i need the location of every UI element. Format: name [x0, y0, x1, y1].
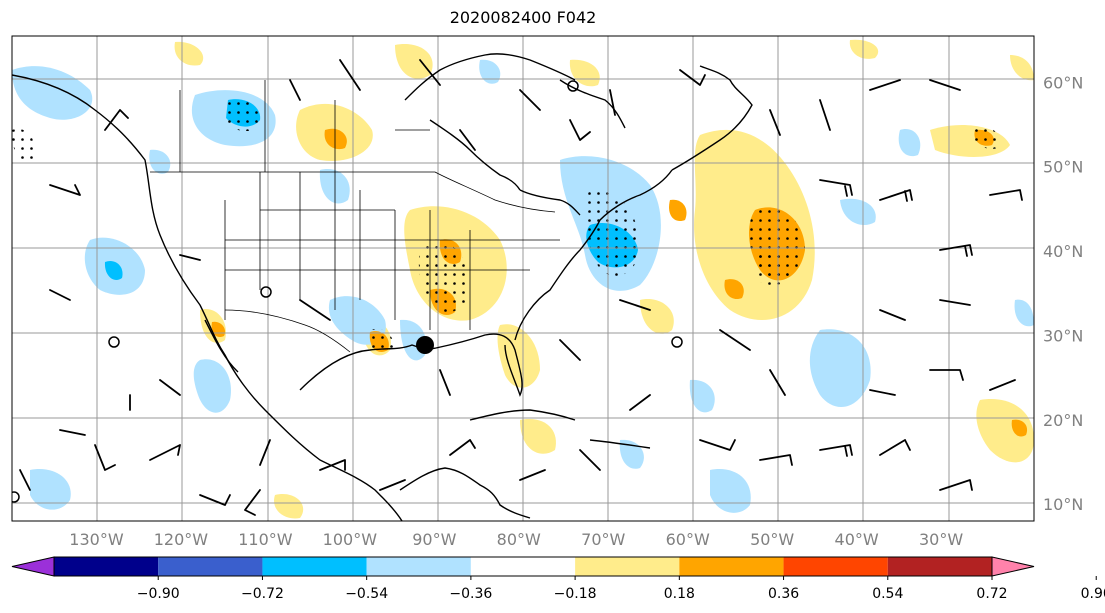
colorbar-extend-low	[11, 556, 55, 577]
negative-anomaly-shading	[12, 59, 1034, 513]
longitude-label: 100°W	[323, 530, 378, 549]
colorbar-segment	[366, 557, 471, 576]
colorbar-segment	[470, 557, 576, 576]
longitude-label: 60°W	[666, 530, 710, 549]
graticule	[12, 36, 1034, 521]
calm-marker	[260, 286, 272, 298]
colorbar-tick-label: 0.36	[768, 586, 799, 602]
colorbar-segment	[887, 557, 992, 576]
map-frame	[11, 35, 1035, 522]
colorbar	[11, 556, 1035, 577]
colorbar-tick-label: 0.90	[1081, 586, 1105, 602]
longitude-label: 90°W	[412, 530, 456, 549]
longitude-label: 50°W	[750, 530, 794, 549]
latitude-labels: 60°N 50°N 40°N 30°N 20°N 10°N	[1043, 73, 1083, 514]
colorbar-tick-label: −0.36	[449, 586, 492, 602]
colorbar-segment	[783, 557, 888, 576]
longitude-labels: 130°W 120°W 110°W 100°W 90°W 80°W 70°W 60°W 50°W…	[69, 530, 963, 549]
colorbar-frame	[53, 556, 993, 577]
calm-marker	[567, 80, 579, 92]
colorbar-tick-labels: −0.90 −0.72 −0.54 −0.36 −0.18 0.18 0.36 0.54 0.7…	[137, 576, 1105, 602]
latitude-label: 40°N	[1043, 242, 1083, 261]
plot-title: 2020082400 F042	[449, 8, 597, 27]
calm-marker	[108, 336, 120, 348]
colorbar-segment	[54, 557, 159, 576]
colorbar-tick-label: 0.18	[664, 586, 695, 602]
colorbar-tick-label: −0.54	[345, 586, 388, 602]
colorbar-tick-label: −0.72	[241, 586, 284, 602]
latitude-label: 20°N	[1043, 411, 1083, 430]
latitude-label: 10°N	[1043, 495, 1083, 514]
calm-marker	[12, 491, 20, 503]
colorbar-segment	[158, 557, 263, 576]
longitude-label: 30°W	[919, 530, 963, 549]
longitude-label: 130°W	[69, 530, 124, 549]
coastlines	[12, 53, 753, 521]
storm-center-marker	[416, 336, 434, 354]
calm-marker	[671, 336, 683, 348]
longitude-label: 80°W	[497, 530, 541, 549]
latitude-label: 30°N	[1043, 326, 1083, 345]
map-area	[12, 36, 1034, 521]
borders	[150, 80, 560, 353]
colorbar-tick-label: 0.54	[872, 586, 903, 602]
colorbar-segment	[575, 557, 680, 576]
colorbar-extend-high	[991, 556, 1035, 577]
wind-barbs	[19, 59, 1023, 516]
colorbar-tick-label: 0.72	[976, 586, 1007, 602]
longitude-label: 70°W	[581, 530, 625, 549]
colorbar-tick-label: −0.18	[554, 586, 597, 602]
latitude-label: 60°N	[1043, 73, 1083, 92]
colorbar-segment	[679, 557, 784, 576]
colorbar-tick-label: −0.90	[137, 586, 180, 602]
latitude-label: 50°N	[1043, 158, 1083, 177]
longitude-label: 110°W	[238, 530, 293, 549]
colorbar-segment	[262, 557, 367, 576]
longitude-label: 40°W	[835, 530, 879, 549]
longitude-label: 120°W	[154, 530, 209, 549]
significance-stippling	[12, 98, 1000, 354]
